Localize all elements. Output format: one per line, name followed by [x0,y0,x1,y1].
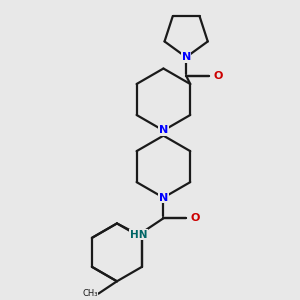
Text: O: O [214,71,223,81]
Text: N: N [159,125,168,136]
Text: HN: HN [130,230,147,240]
Text: N: N [159,193,168,202]
Text: N: N [182,52,191,62]
Text: O: O [191,213,200,223]
Text: CH₃: CH₃ [82,289,98,298]
